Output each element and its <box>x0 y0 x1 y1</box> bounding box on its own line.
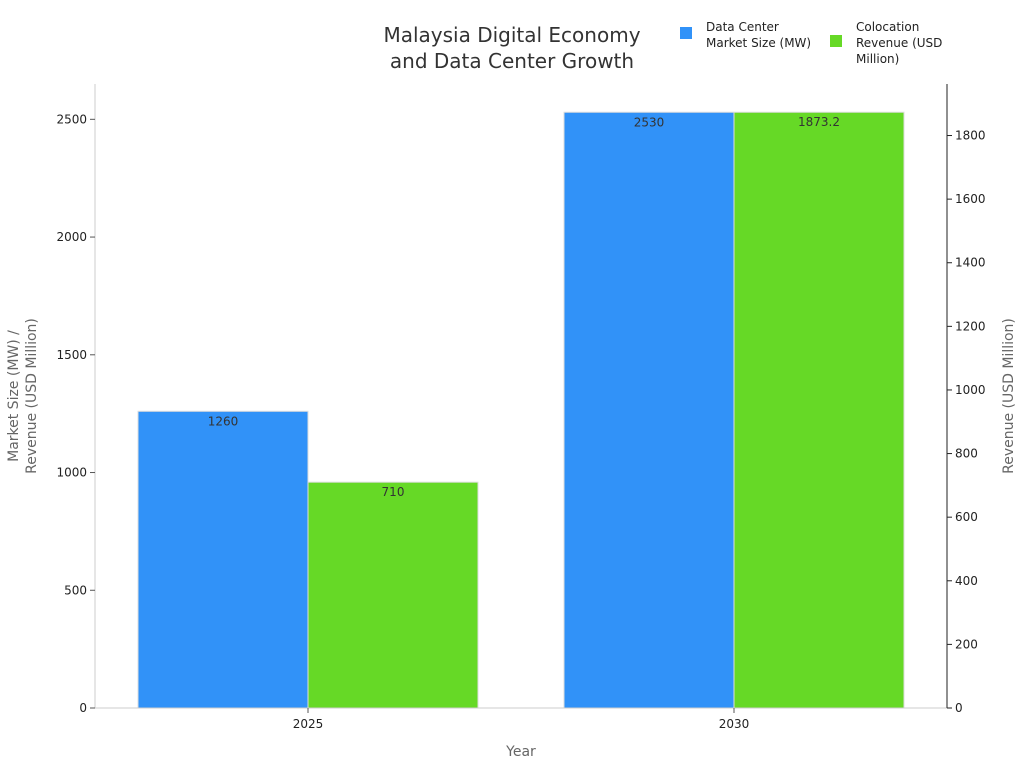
legend-item-colocation-revenue: Colocation Revenue (USD Million) <box>830 20 942 66</box>
left-y-axis-title-line: Market Size (MW) / <box>6 330 22 462</box>
right-y-axis-title-text: Revenue (USD Million) <box>1001 318 1017 474</box>
right-tick-label: 1800 <box>955 129 986 143</box>
left-y-axis-title-line: Revenue (USD Million) <box>24 318 40 474</box>
legend-label-line: Market Size (MW) <box>706 36 811 50</box>
legend-label-line: Revenue (USD <box>856 36 942 50</box>
legend-label-line: Million) <box>856 52 899 66</box>
legend-label-line: Data Center <box>706 20 779 34</box>
x-tick-label: 2025 <box>293 717 324 731</box>
right-tick-label: 1400 <box>955 256 986 270</box>
right-tick-label: 600 <box>955 510 978 524</box>
right-tick-label: 400 <box>955 574 978 588</box>
legend-swatch <box>830 35 842 47</box>
right-tick-label: 1600 <box>955 192 986 206</box>
bar-value-label: 1260 <box>208 414 239 428</box>
legend-label-line: Colocation <box>856 20 919 34</box>
left-tick-label: 2000 <box>56 230 87 244</box>
right-y-axis-ticks: 0 200 400 600 800 1000 1200 1400 1600 1800 <box>947 129 986 715</box>
right-tick-label: 1200 <box>955 319 986 333</box>
x-axis-ticks: 2025 2030 <box>293 708 750 731</box>
bar-value-label: 710 <box>382 485 405 499</box>
bar-value-label: 1873.2 <box>798 115 840 129</box>
bar-market-size-2030 <box>563 111 735 709</box>
left-tick-label: 1000 <box>56 466 87 480</box>
right-tick-label: 0 <box>955 701 963 715</box>
legend: Data Center Market Size (MW) Colocation Rev… <box>680 20 942 66</box>
bar-value-label: 2530 <box>634 115 665 129</box>
chart-title-line: Malaysia Digital Economy <box>383 23 640 47</box>
right-tick-label: 200 <box>955 637 978 651</box>
bar-value-labels: 1260 710 2530 1873.2 <box>208 115 840 499</box>
left-y-axis-title: Market Size (MW) / Revenue (USD Million) <box>6 318 40 474</box>
left-tick-label: 2500 <box>56 112 87 126</box>
left-tick-label: 1500 <box>56 348 87 362</box>
bar-colocation-revenue-2030 <box>733 111 905 709</box>
bar-colocation-revenue-2025 <box>307 481 479 709</box>
axes <box>94 84 948 709</box>
chart-title-line: and Data Center Growth <box>390 49 634 73</box>
x-axis-title: Year <box>505 744 536 760</box>
x-tick-label: 2030 <box>719 717 750 731</box>
bars <box>137 111 905 709</box>
left-tick-label: 500 <box>64 583 87 597</box>
legend-swatch <box>680 27 692 39</box>
legend-item-market-size: Data Center Market Size (MW) <box>680 20 811 50</box>
left-tick-label: 0 <box>79 701 87 715</box>
right-tick-label: 800 <box>955 447 978 461</box>
bar-market-size-2025 <box>137 410 309 709</box>
right-tick-label: 1000 <box>955 383 986 397</box>
left-y-axis-ticks: 0 500 1000 1500 2000 2500 <box>56 112 95 715</box>
right-y-axis-title: Revenue (USD Million) <box>1001 318 1017 474</box>
